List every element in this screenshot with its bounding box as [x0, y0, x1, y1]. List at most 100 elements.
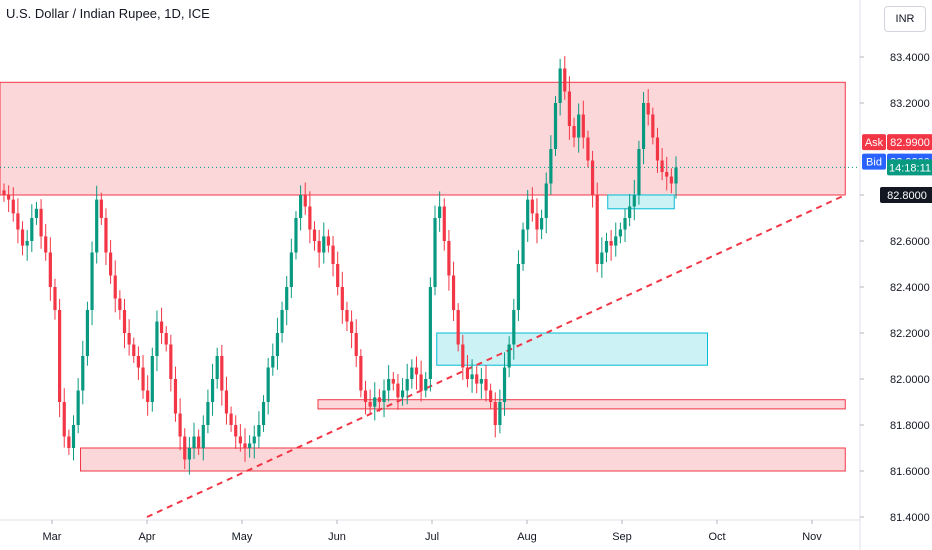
- zone-support-2[interactable]: [317, 399, 846, 410]
- candle-body: [266, 367, 270, 402]
- candle: [53, 278, 57, 320]
- candle-body: [368, 402, 372, 407]
- trendline-layer: [146, 194, 846, 518]
- candle: [248, 435, 252, 458]
- chart-title: U.S. Dollar / Indian Rupee, 1D, ICE: [6, 6, 210, 21]
- time-tick-label: Nov: [802, 531, 822, 543]
- candle-body: [164, 333, 168, 345]
- zones-layer: [0, 81, 846, 472]
- candle: [122, 298, 127, 349]
- candle-body: [108, 252, 113, 276]
- candle-body: [136, 356, 140, 368]
- ask-tag-label: Ask: [865, 137, 884, 149]
- candle: [299, 185, 303, 231]
- candle-body: [526, 199, 530, 230]
- candle-body: [192, 436, 196, 448]
- candle-body: [85, 310, 90, 356]
- candle: [67, 429, 71, 455]
- candle-body: [331, 245, 335, 264]
- candle: [567, 76, 572, 140]
- candle: [540, 209, 544, 240]
- candle: [373, 382, 377, 421]
- time-axis[interactable]: Mar Apr May Jun Jul Aug Sep Oct Nov: [0, 519, 860, 543]
- candle: [224, 376, 229, 425]
- candle: [586, 130, 590, 168]
- candle-body: [210, 379, 215, 402]
- candle: [39, 199, 43, 249]
- candle: [30, 204, 34, 253]
- currency-button[interactable]: INR: [884, 6, 926, 32]
- candle-body: [187, 448, 191, 460]
- candle-body: [479, 379, 483, 384]
- candle-body: [81, 356, 85, 391]
- candle: [62, 388, 66, 448]
- trendline[interactable]: [146, 194, 846, 518]
- candle-body: [326, 236, 331, 246]
- candle-body: [651, 114, 655, 138]
- candle-body: [590, 160, 595, 195]
- zone-support-1[interactable]: [80, 447, 846, 472]
- candle-body: [553, 103, 558, 149]
- candle: [243, 428, 247, 462]
- candle: [76, 378, 80, 434]
- candle-body: [586, 137, 590, 161]
- price-tick-label: 81.4000: [890, 512, 930, 524]
- candle: [414, 356, 419, 390]
- candle-body: [197, 436, 201, 448]
- time-tick-label: Jul: [425, 531, 439, 543]
- candle-body: [7, 195, 11, 200]
- candle: [502, 352, 507, 416]
- candle-body: [238, 436, 242, 444]
- candle-body: [146, 390, 150, 402]
- candle: [516, 250, 521, 322]
- candle: [322, 222, 326, 264]
- candle-body: [48, 252, 52, 287]
- price-tick-label: 82.0000: [890, 374, 930, 386]
- candle: [359, 349, 363, 398]
- candle-body: [632, 195, 636, 207]
- candle-body: [67, 436, 71, 448]
- candle-body: [623, 218, 627, 230]
- candle-body: [178, 413, 182, 437]
- zone-demand-3[interactable]: [436, 332, 708, 366]
- candle-body: [155, 321, 159, 356]
- candle-body: [577, 114, 581, 138]
- candle: [558, 58, 562, 116]
- candle-body: [470, 374, 474, 379]
- candle: [81, 340, 85, 405]
- candle-body: [11, 199, 15, 214]
- candle: [108, 240, 113, 284]
- candle-body: [224, 390, 229, 414]
- zone-resist-0[interactable]: [0, 81, 846, 196]
- candle-body: [396, 383, 400, 398]
- last-tag-value-bg: [887, 159, 932, 176]
- candle: [210, 363, 215, 416]
- candle: [623, 208, 627, 242]
- candle-body: [229, 413, 233, 425]
- price-axis[interactable]: 83.4000 83.2000 82.8000 82.6000 82.4000 82.20…: [859, 0, 930, 550]
- candle-body: [614, 236, 618, 246]
- level-tag-value: 82.8000: [887, 190, 927, 202]
- candle-body: [600, 252, 604, 264]
- candle-body: [405, 379, 409, 391]
- candle: [609, 229, 613, 261]
- candle: [507, 336, 511, 378]
- candle-body: [465, 367, 470, 379]
- candle-body: [173, 379, 178, 414]
- candle-body: [669, 176, 673, 184]
- zone-demand-4[interactable]: [607, 194, 675, 210]
- candle: [71, 415, 76, 461]
- candle: [99, 192, 103, 225]
- candle: [387, 365, 391, 402]
- candle-body: [549, 149, 553, 184]
- candle-body: [544, 183, 548, 218]
- candle: [340, 271, 344, 324]
- candle-body: [507, 344, 511, 368]
- candle: [382, 379, 386, 418]
- candle-body: [215, 356, 219, 379]
- candle: [428, 277, 432, 392]
- candle: [294, 211, 298, 260]
- candle: [368, 389, 372, 415]
